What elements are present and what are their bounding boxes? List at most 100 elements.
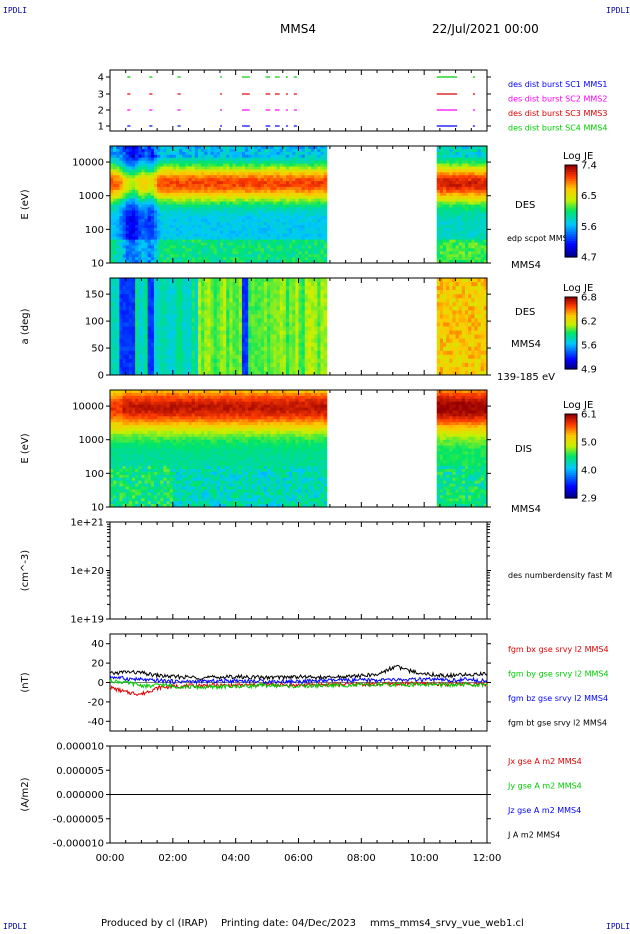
des-energy-spectrogram-pixel xyxy=(210,224,215,229)
des-energy-spectrogram-pixel xyxy=(125,254,130,258)
pitch-angle-spectrogram-pixel xyxy=(210,366,215,372)
des-energy-spectrogram-pixel xyxy=(172,260,177,264)
des-energy-spectrogram-pixel xyxy=(449,257,453,261)
pitch-angle-spectrogram-pixel xyxy=(147,282,152,287)
des-energy-spectrogram-pixel xyxy=(480,189,485,194)
des-energy-spectrogram-pixel xyxy=(251,242,256,246)
des-energy-spectrogram-pixel xyxy=(119,248,124,252)
des-energy-spectrogram-pixel xyxy=(191,236,196,241)
des-energy-spectrogram-pixel xyxy=(238,169,243,173)
des-energy-colorbar-swatch xyxy=(565,240,577,244)
des-energy-spectrogram-pixel xyxy=(289,251,293,255)
pitch-angle-spectrogram-pixel xyxy=(182,302,186,307)
des-energy-spectrogram-pixel xyxy=(254,213,259,217)
des-energy-spectrogram-pixel xyxy=(282,239,287,244)
des-energy-spectrogram-pixel xyxy=(449,227,453,232)
des-energy-spectrogram-pixel xyxy=(289,236,293,241)
des-energy-spectrogram-pixel xyxy=(304,198,309,203)
des-energy-spectrogram-pixel xyxy=(179,254,183,258)
des-energy-spectrogram-pixel xyxy=(160,201,164,205)
des-energy-spectrogram-pixel xyxy=(179,245,183,249)
des-energy-spectrogram-pixel xyxy=(150,166,155,170)
pitch-angle-spectrogram-pixel xyxy=(153,302,158,307)
pitch-angle-spectrogram-pixel xyxy=(147,286,152,291)
des-energy-spectrogram-pixel xyxy=(480,151,485,156)
des-energy-spectrogram-pixel xyxy=(314,251,318,255)
des-energy-spectrogram-pixel xyxy=(254,172,259,176)
des-energy-spectrogram-pixel xyxy=(188,216,193,220)
pitch-angle-spectrogram-pixel xyxy=(232,282,237,287)
des-energy-spectrogram-pixel xyxy=(276,166,281,170)
pitch-angle-spectrogram-pixel xyxy=(241,310,246,315)
des-energy-spectrogram-pixel xyxy=(223,166,227,170)
des-energy-spectrogram-pixel xyxy=(439,181,444,185)
des-energy-spectrogram-pixel xyxy=(483,184,488,188)
pitch-angle-spectrogram-pixel xyxy=(260,338,265,344)
pitch-angle-spectrogram-pixel xyxy=(282,286,287,291)
des-energy-spectrogram-pixel xyxy=(474,224,479,229)
des-energy-spectrogram-pixel xyxy=(474,236,479,241)
des-energy-spectrogram-pixel xyxy=(311,245,315,249)
pitch-angle-spectrogram-pixel xyxy=(197,366,202,372)
pitch-angle-spectrogram-pixel xyxy=(169,334,174,340)
pitch-angle-spectrogram-pixel xyxy=(216,350,221,356)
pitch-angle-spectrogram-pixel xyxy=(267,318,271,323)
des-energy-spectrogram-pixel xyxy=(128,219,133,223)
des-energy-spectrogram-pixel xyxy=(207,260,212,264)
des-energy-spectrogram-pixel xyxy=(439,242,444,246)
des-energy-spectrogram-pixel xyxy=(289,154,293,159)
des-energy-spectrogram-pixel xyxy=(301,195,306,200)
des-energy-spectrogram-pixel xyxy=(323,213,328,217)
des-energy-spectrogram-pixel xyxy=(135,169,139,173)
des-energy-spectrogram-pixel xyxy=(179,207,183,211)
pitch-angle-spectrogram-pixel xyxy=(232,362,237,368)
pitch-angle-spectrogram-pixel xyxy=(119,302,124,307)
des-energy-spectrogram-pixel xyxy=(480,172,485,176)
des-energy-spectrogram-pixel xyxy=(135,146,139,150)
pitch-angle-spectrogram-pixel xyxy=(169,282,174,287)
pitch-angle-spectrogram-pixel xyxy=(147,330,152,336)
des-energy-spectrogram-pixel xyxy=(323,251,328,255)
des-energy-spectrogram-pixel xyxy=(282,201,287,205)
des-energy-spectrogram-pixel xyxy=(298,260,303,264)
des-energy-spectrogram-pixel xyxy=(160,172,164,176)
des-energy-spectrogram-pixel xyxy=(267,169,271,173)
des-energy-spectrogram-pixel xyxy=(452,175,457,179)
des-energy-spectrogram-pixel xyxy=(289,227,293,232)
des-energy-spectrogram-pixel xyxy=(465,213,469,217)
des-energy-spectrogram-pixel xyxy=(267,242,271,246)
des-energy-spectrogram-pixel xyxy=(172,186,177,191)
des-energy-spectrogram-pixel xyxy=(263,195,268,200)
des-energy-spectrogram-pixel xyxy=(273,184,278,188)
pitch-angle-spectrogram-pixel xyxy=(213,358,218,364)
des-energy-spectrogram-pixel xyxy=(213,216,218,220)
des-energy-spectrogram-pixel xyxy=(439,151,444,156)
des-energy-spectrogram-pixel xyxy=(201,157,205,162)
des-energy-spectrogram-pixel xyxy=(311,219,315,223)
des-energy-spectrogram-pixel xyxy=(465,224,469,229)
des-energy-spectrogram-pixel xyxy=(235,254,240,258)
des-energy-spectrogram-pixel xyxy=(289,160,293,165)
des-energy-spectrogram-pixel xyxy=(295,172,299,176)
des-energy-spectrogram-pixel xyxy=(144,260,149,264)
des-energy-spectrogram-pixel xyxy=(295,245,299,249)
pitch-angle-spectrogram-pixel xyxy=(238,282,243,287)
des-energy-spectrogram-pixel xyxy=(232,248,237,252)
des-energy-spectrogram-pixel xyxy=(282,163,287,167)
des-energy-spectrogram-pixel xyxy=(235,163,240,167)
des-energy-spectrogram-pixel xyxy=(314,146,318,150)
des-energy-spectrogram-pixel xyxy=(452,157,457,162)
des-energy-spectrogram-pixel xyxy=(188,260,193,264)
pitch-angle-spectrogram-pixel xyxy=(260,354,265,360)
pitch-angle-spectrogram-pixel xyxy=(223,330,227,336)
des-energy-spectrogram-pixel xyxy=(323,184,328,188)
des-energy-spectrogram-pixel xyxy=(207,224,212,229)
des-energy-spectrogram-pixel xyxy=(185,216,190,220)
des-energy-spectrogram-pixel xyxy=(226,227,230,232)
des-energy-spectrogram-pixel xyxy=(169,254,174,258)
des-energy-spectrogram-pixel xyxy=(276,233,281,238)
des-energy-spectrogram-pixel xyxy=(197,248,202,252)
des-energy-spectrogram-pixel xyxy=(455,148,460,153)
des-energy-spectrogram-pixel xyxy=(474,186,479,191)
des-energy-spectrogram-pixel xyxy=(188,198,193,203)
